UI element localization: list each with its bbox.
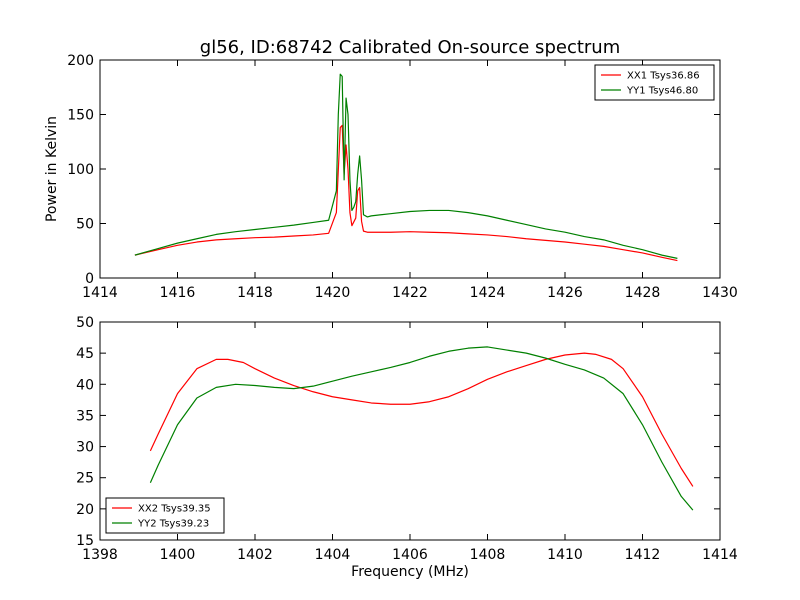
series-line-yy2 <box>149 346 694 511</box>
y-tick-label: 25 <box>76 471 94 487</box>
bottom-spectrum-chart: Frequency (MHz) 1398 1400 1402 1404 1406 1408… <box>76 315 738 580</box>
x-tick-label: 1406 <box>392 547 428 563</box>
legend-label-xx1: XX1 Tsys36.86 <box>627 71 700 82</box>
x-tick-label: 1410 <box>547 547 583 563</box>
y-tick-label: 30 <box>76 440 94 456</box>
legend-label-yy2: YY2 Tsys39.23 <box>137 519 209 530</box>
x-tick-label: 1430 <box>702 285 738 301</box>
legend-box <box>594 64 715 101</box>
legend: XX2 Tsys39.35 YY2 Tsys39.23 <box>105 497 225 534</box>
y-tick-label: 0 <box>85 271 94 287</box>
x-tick-label: 1416 <box>160 285 196 301</box>
y-tick-label: 15 <box>76 533 94 549</box>
x-tick-label: 1414 <box>82 285 118 301</box>
legend-label-xx2: XX2 Tsys39.35 <box>138 504 211 515</box>
y-axis-label: Power in Kelvin <box>44 116 60 222</box>
y-tick-label: 20 <box>76 502 94 518</box>
x-tick-label: 1412 <box>625 547 661 563</box>
x-tick-label: 1414 <box>702 547 738 563</box>
top-spectrum-chart: gl56, ID:68742 Calibrated On-source spec… <box>44 37 738 301</box>
series-lines <box>149 346 694 511</box>
x-tick-label: 1422 <box>392 285 428 301</box>
legend-label-yy1: YY1 Tsys46.80 <box>626 86 698 97</box>
y-tick-label: 50 <box>76 315 94 331</box>
y-tick-label: 40 <box>76 377 94 393</box>
x-tick-label: 1420 <box>315 285 351 301</box>
series-line-xx1 <box>134 124 678 262</box>
y-tick-label: 200 <box>67 53 94 69</box>
x-tick-label: 1418 <box>237 285 273 301</box>
axis-ticks: 1398 1400 1402 1404 1406 1408 1410 1412 1414 15 20… <box>76 315 738 563</box>
x-tick-label: 1400 <box>160 547 196 563</box>
y-tick-label: 150 <box>67 108 94 124</box>
x-tick-label: 1426 <box>547 285 583 301</box>
series-lines <box>134 73 678 262</box>
x-axis-label: Frequency (MHz) <box>351 564 469 580</box>
y-tick-label: 50 <box>76 217 94 233</box>
y-tick-label: 35 <box>76 408 94 424</box>
axis-ticks: 1414 1416 1418 1420 1422 1424 1426 1428 1430 0 50 1… <box>67 53 738 301</box>
x-tick-label: 1404 <box>315 547 351 563</box>
y-tick-label: 100 <box>67 162 94 178</box>
x-tick-label: 1408 <box>470 547 506 563</box>
x-tick-label: 1424 <box>470 285 506 301</box>
legend: XX1 Tsys36.86 YY1 Tsys46.80 <box>594 64 715 101</box>
series-line-xx2 <box>149 352 694 487</box>
chart-title: gl56, ID:68742 Calibrated On-source spec… <box>200 37 620 58</box>
series-line-yy1 <box>134 73 678 259</box>
x-tick-label: 1428 <box>625 285 661 301</box>
x-tick-label: 1402 <box>237 547 273 563</box>
y-tick-label: 45 <box>76 346 94 362</box>
legend-box <box>105 497 225 534</box>
x-tick-label: 1398 <box>82 547 118 563</box>
